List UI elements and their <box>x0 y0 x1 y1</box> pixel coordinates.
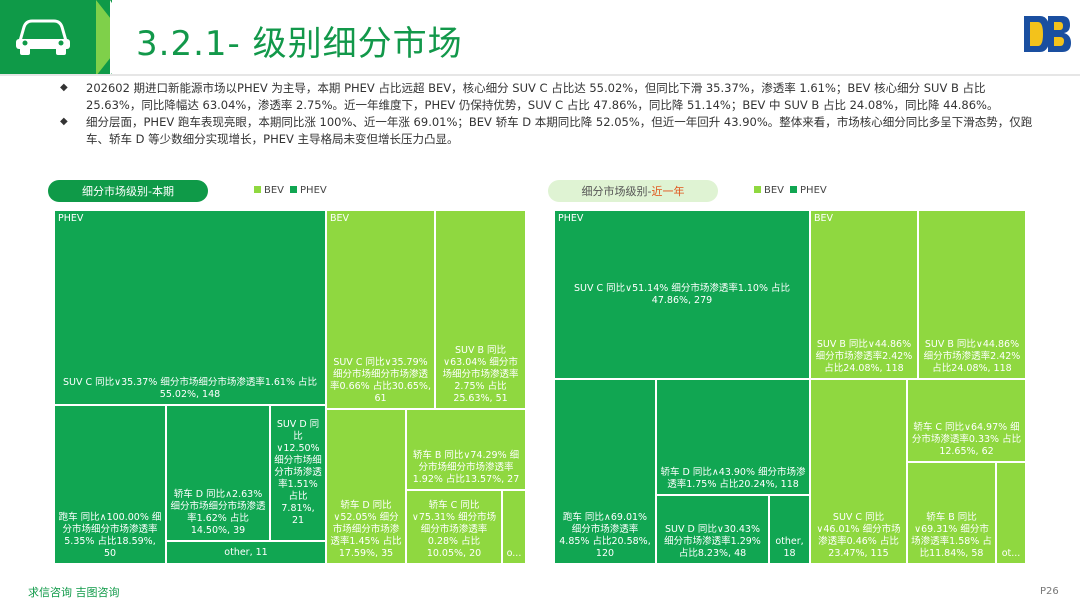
cell-label: SUV C 同比∨46.01% 细分市场渗透率0.46% 占比23.47%, 1… <box>816 512 901 559</box>
treemap-cell: PHEV SUV C 同比∨51.14% 细分市场渗透率1.10% 占比47.86… <box>554 210 810 379</box>
cell-label: SUV B 同比∨63.04% 细分市场细分市场渗透率2.75% 占比25.63… <box>442 345 519 404</box>
treemap-cell: BEV SUV B 同比∨44.86% 细分市场渗透率2.42% 占比24.08%… <box>810 210 918 379</box>
diamond-icon: ◆ <box>60 116 68 127</box>
treemap-cell: 轿车 D 同比∧2.63% 细分市场细分市场渗透率1.62% 占比14.50%,… <box>166 405 270 541</box>
treemap-cell: 轿车 B 同比∨74.29% 细分市场细分市场渗透率1.92% 占比13.57%… <box>406 409 526 490</box>
cell-label: other, 11 <box>224 546 268 558</box>
legend-phev: PHEV <box>290 185 327 196</box>
cell-label: 轿车 C 同比∨75.31% 细分市场细分市场渗透率0.28% 占比10.05%… <box>411 500 497 559</box>
cell-label: 轿车 B 同比∨74.29% 细分市场细分市场渗透率1.92% 占比13.57%… <box>412 450 520 485</box>
car-icon <box>14 15 72 61</box>
cell-label: 轿车 D 同比∧43.90% 细分市场渗透率1.75% 占比20.24%, 11… <box>660 467 806 490</box>
treemap-cell: 轿车 B 同比∨69.31% 细分市场渗透率1.58% 占比11.84%, 58 <box>907 462 996 564</box>
cell-label: SUV C 同比∨35.37% 细分市场细分市场渗透率1.61% 占比55.02… <box>62 377 318 400</box>
group-label: PHEV <box>58 213 84 224</box>
treemap-cell: 跑车 同比∧100.00% 细分市场细分市场渗透率5.35% 占比18.59%,… <box>54 405 166 564</box>
legend-bev: BEV <box>254 185 284 196</box>
treemap-cell: SUV B 同比∨63.04% 细分市场细分市场渗透率2.75% 占比25.63… <box>435 210 526 409</box>
legend-current: BEV PHEV <box>254 185 327 196</box>
treemap-cell: 轿车 C 同比∨75.31% 细分市场细分市场渗透率0.28% 占比10.05%… <box>406 490 502 564</box>
cell-label: SUV B 同比∨44.86% 细分市场渗透率2.42% 占比24.08%, 1… <box>815 339 913 374</box>
treemap-cell: 轿车 D 同比∨52.05% 细分市场细分市场渗透率1.45% 占比17.59%… <box>326 409 406 564</box>
legend-phev: PHEV <box>790 185 827 196</box>
treemap-current: PHEV SUV C 同比∨35.37% 细分市场细分市场渗透率1.61% 占比5… <box>54 210 526 564</box>
treemap-cell: SUV B 同比∨44.86% 细分市场渗透率2.42% 占比24.08%, 1… <box>918 210 1026 379</box>
footer-source: 求信咨询 吉图咨询 <box>28 586 120 599</box>
header-divider <box>0 74 1080 76</box>
cell-label: SUV B 同比∨44.86% 细分市场渗透率2.42% 占比24.08%, 1… <box>923 339 1021 374</box>
treemap-cell: 轿车 C 同比∨64.97% 细分市场渗透率0.33% 占比12.65%, 62 <box>907 379 1026 462</box>
cell-label: SUV D 同比∨30.43% 细分市场渗透率1.29% 占比8.23%, 48 <box>664 524 761 559</box>
cell-label: 轿车 C 同比∨64.97% 细分市场渗透率0.33% 占比12.65%, 62 <box>911 422 1022 457</box>
treemap-cell: SUV D 同比∨12.50% 细分市场细分市场渗透率1.51% 占比7.81%… <box>270 405 326 541</box>
treemap-cell: o... <box>502 490 526 564</box>
treemap-year: PHEV SUV C 同比∨51.14% 细分市场渗透率1.10% 占比47.86… <box>554 210 1026 564</box>
summary-bullets: ◆ 202602 期进口新能源市场以PHEV 为主导，本期 PHEV 占比远超 … <box>60 80 1040 148</box>
treemap-cell: ot... <box>996 462 1026 564</box>
cell-label: SUV C 同比∨35.79% 细分市场细分市场渗透率0.66% 占比30.65… <box>330 357 431 404</box>
treemap-cell: PHEV SUV C 同比∨35.37% 细分市场细分市场渗透率1.61% 占比5… <box>54 210 326 405</box>
treemap-cell: SUV D 同比∨30.43% 细分市场渗透率1.29% 占比8.23%, 48 <box>656 495 769 564</box>
treemap-cell: other, 18 <box>769 495 810 564</box>
legend-year: BEV PHEV <box>754 185 827 196</box>
bullet-text: 202602 期进口新能源市场以PHEV 为主导，本期 PHEV 占比远超 BE… <box>86 81 999 112</box>
cell-label: ot... <box>1001 548 1021 559</box>
treemap-cell: other, 11 <box>166 541 326 564</box>
page-title: 3.2.1- 级别细分市场 <box>136 24 463 64</box>
brand-logo <box>1018 6 1074 62</box>
legend-bev: BEV <box>754 185 784 196</box>
bullet-item: ◆ 细分层面，PHEV 跑车表现亮眼，本期同比涨 100%、近一年涨 69.01… <box>60 114 1040 147</box>
bullet-text: 细分层面，PHEV 跑车表现亮眼，本期同比涨 100%、近一年涨 69.01%；… <box>86 115 1033 146</box>
treemap-cell: BEV SUV C 同比∨35.79% 细分市场细分市场渗透率0.66% 占比30… <box>326 210 435 409</box>
diamond-icon: ◆ <box>60 82 68 93</box>
cell-label: SUV C 同比∨51.14% 细分市场渗透率1.10% 占比47.86%, 2… <box>573 282 791 306</box>
cell-label: 跑车 同比∧69.01% 细分市场渗透率4.85% 占比20.58%, 120 <box>559 512 651 559</box>
treemap-cell: 轿车 D 同比∧43.90% 细分市场渗透率1.75% 占比20.24%, 11… <box>656 379 810 495</box>
bullet-item: ◆ 202602 期进口新能源市场以PHEV 为主导，本期 PHEV 占比远超 … <box>60 80 1040 113</box>
panel-title-year: 细分市场级别- 近一年 <box>548 180 718 202</box>
cell-label: 轿车 D 同比∨52.05% 细分市场细分市场渗透率1.45% 占比17.59%… <box>330 500 402 559</box>
cell-label: 轿车 B 同比∨69.31% 细分市场渗透率1.58% 占比11.84%, 58 <box>911 512 992 559</box>
treemap-cell: 跑车 同比∧69.01% 细分市场渗透率4.85% 占比20.58%, 120 <box>554 379 656 564</box>
treemap-cell: SUV C 同比∨46.01% 细分市场渗透率0.46% 占比23.47%, 1… <box>810 379 907 564</box>
group-label: BEV <box>814 213 834 224</box>
header-chevron-white <box>110 0 134 76</box>
cell-label: o... <box>506 548 522 559</box>
cell-label: 跑车 同比∧100.00% 细分市场细分市场渗透率5.35% 占比18.59%,… <box>58 512 162 559</box>
cell-label: other, 18 <box>775 536 804 559</box>
cell-label: SUV D 同比∨12.50% 细分市场细分市场渗透率1.51% 占比7.81%… <box>274 419 322 526</box>
panel-title-current: 细分市场级别-本期 <box>48 180 208 202</box>
cell-label: 轿车 D 同比∧2.63% 细分市场细分市场渗透率1.62% 占比14.50%,… <box>170 489 266 536</box>
group-label: PHEV <box>558 213 584 224</box>
page-number: P26 <box>1040 586 1059 597</box>
group-label: BEV <box>330 213 350 224</box>
